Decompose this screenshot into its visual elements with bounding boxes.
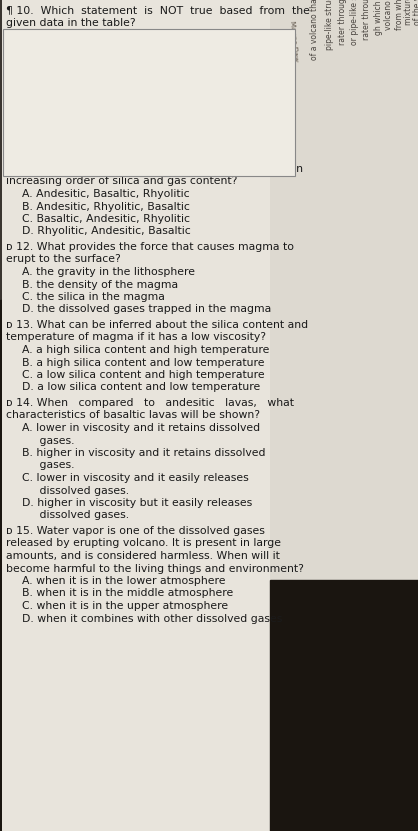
- Text: D. Rhyolitic, Andesitic, Basaltic: D. Rhyolitic, Andesitic, Basaltic: [22, 227, 191, 237]
- Text: given data in the table?: given data in the table?: [6, 17, 135, 27]
- Text: from where ma: from where ma: [395, 0, 404, 30]
- Text: mixtures of: mixtures of: [404, 0, 413, 25]
- Text: C. Basaltic, Andesitic, Rhyolitic: C. Basaltic, Andesitic, Rhyolitic: [22, 214, 190, 224]
- Text: ᴅ 15. Water vapor is one of the dissolved gases: ᴅ 15. Water vapor is one of the dissolve…: [6, 526, 265, 536]
- Text: B. a high silica content and low temperature: B. a high silica content and low tempera…: [22, 357, 265, 367]
- Text: I. Higher silica content allows magma to trap more: I. Higher silica content allows magma to…: [6, 32, 283, 42]
- Text: of the volca: of the volca: [413, 0, 418, 25]
- Text: B. higher in viscosity and it retains dissolved: B. higher in viscosity and it retains di…: [22, 448, 265, 458]
- Text: D. a low silica content and low temperature: D. a low silica content and low temperat…: [22, 382, 260, 392]
- Text: D. the dissolved gases trapped in the magma: D. the dissolved gases trapped in the ma…: [22, 304, 271, 314]
- Text: II. Viscosity increases with increasing temperature of: II. Viscosity increases with increasing …: [6, 57, 295, 67]
- Text: A. I and II: A. I and II: [30, 136, 82, 146]
- Text: A. a high silica content and high temperature: A. a high silica content and high temper…: [22, 345, 269, 355]
- Text: B. the density of the magma: B. the density of the magma: [22, 279, 178, 289]
- Text: erupt to the surface?: erupt to the surface?: [6, 254, 121, 264]
- Text: rater through which: rater through which: [362, 0, 371, 40]
- Text: concentration in the magma.: concentration in the magma.: [14, 95, 173, 105]
- Text: gases.: gases.: [22, 460, 74, 470]
- Text: B. I and III: B. I and III: [30, 149, 85, 159]
- FancyBboxPatch shape: [3, 29, 295, 176]
- Text: A. when it is in the lower atmosphere: A. when it is in the lower atmosphere: [22, 576, 225, 586]
- Text: C. III and IV: C. III and IV: [155, 136, 217, 146]
- Text: IV. The more silica in the magma, the more viscous: IV. The more silica in the magma, the mo…: [6, 107, 285, 117]
- Text: ¶ 10.  Which  statement  is  NOT  true  based  from  the: ¶ 10. Which statement is NOT true based …: [6, 5, 310, 15]
- Text: volcano which is: volcano which is: [384, 0, 393, 30]
- Text: C. the silica in the magma: C. the silica in the magma: [22, 292, 165, 302]
- Text: characteristics of basaltic lavas will be shown?: characteristics of basaltic lavas will b…: [6, 411, 260, 420]
- Text: become harmful to the living things and environment?: become harmful to the living things and …: [6, 563, 304, 573]
- Text: increasing order of silica and gas content?: increasing order of silica and gas conte…: [6, 176, 237, 186]
- Text: pipe-like structure of: pipe-like structure of: [325, 0, 334, 50]
- Text: A. the gravity in the lithosphere: A. the gravity in the lithosphere: [22, 267, 195, 277]
- Text: C. when it is in the upper atmosphere: C. when it is in the upper atmosphere: [22, 601, 228, 611]
- Text: ᴅ 13. What can be inferred about the silica content and: ᴅ 13. What can be inferred about the sil…: [6, 320, 308, 330]
- Text: ᴅ 11. Which correctly shows the types of magma in an: ᴅ 11. Which correctly shows the types of…: [6, 164, 303, 174]
- Text: gas.: gas.: [14, 45, 37, 55]
- Text: D. when it combines with other dissolved gases: D. when it combines with other dissolved…: [22, 613, 283, 623]
- Polygon shape: [2, 0, 302, 831]
- Text: or pipe-like structu: or pipe-like structu: [350, 0, 359, 45]
- Text: C. lower in viscosity and it easily releases: C. lower in viscosity and it easily rele…: [22, 473, 249, 483]
- Text: amounts, and is considered harmless. When will it: amounts, and is considered harmless. Whe…: [6, 551, 280, 561]
- Text: released by erupting volcano. It is present in large: released by erupting volcano. It is pres…: [6, 538, 281, 548]
- Bar: [270, 580, 418, 831]
- Text: Magna Daw: Magna Daw: [289, 20, 298, 61]
- Text: D. II and III: D. II and III: [155, 149, 214, 159]
- Text: III.   Viscosity   decreases   with   increasing   SiO₂: III. Viscosity decreases with increasing…: [6, 82, 277, 92]
- Text: ᴅ 12. What provides the force that causes magma to: ᴅ 12. What provides the force that cause…: [6, 242, 294, 252]
- Polygon shape: [270, 0, 418, 580]
- Text: B. Andesitic, Rhyolitic, Basaltic: B. Andesitic, Rhyolitic, Basaltic: [22, 201, 190, 212]
- Text: ᴅ 14. When   compared   to   andesitic   lavas,   what: ᴅ 14. When compared to andesitic lavas, …: [6, 398, 294, 408]
- Bar: [0, 300, 18, 831]
- Text: B. when it is in the middle atmosphere: B. when it is in the middle atmosphere: [22, 588, 233, 598]
- Text: temperature of magma if it has a low viscosity?: temperature of magma if it has a low vis…: [6, 332, 266, 342]
- Text: dissolved gases.: dissolved gases.: [22, 485, 129, 495]
- Text: A. lower in viscosity and it retains dissolved: A. lower in viscosity and it retains dis…: [22, 423, 260, 433]
- Text: gh which magma: gh which magma: [374, 0, 383, 35]
- Text: gases.: gases.: [22, 435, 74, 445]
- Text: C. a low silica content and high temperature: C. a low silica content and high tempera…: [22, 370, 265, 380]
- Text: of a volcano that e: of a volcano that e: [310, 0, 319, 60]
- Text: dissolved gases.: dissolved gases.: [22, 510, 129, 520]
- Text: rater through which: rater through which: [338, 0, 347, 45]
- Text: D. higher in viscosity but it easily releases: D. higher in viscosity but it easily rel…: [22, 498, 252, 508]
- Text: or resistant to flow it is.: or resistant to flow it is.: [14, 120, 143, 130]
- Text: A. Andesitic, Basaltic, Rhyolitic: A. Andesitic, Basaltic, Rhyolitic: [22, 189, 190, 199]
- Text: the magma.: the magma.: [14, 70, 80, 80]
